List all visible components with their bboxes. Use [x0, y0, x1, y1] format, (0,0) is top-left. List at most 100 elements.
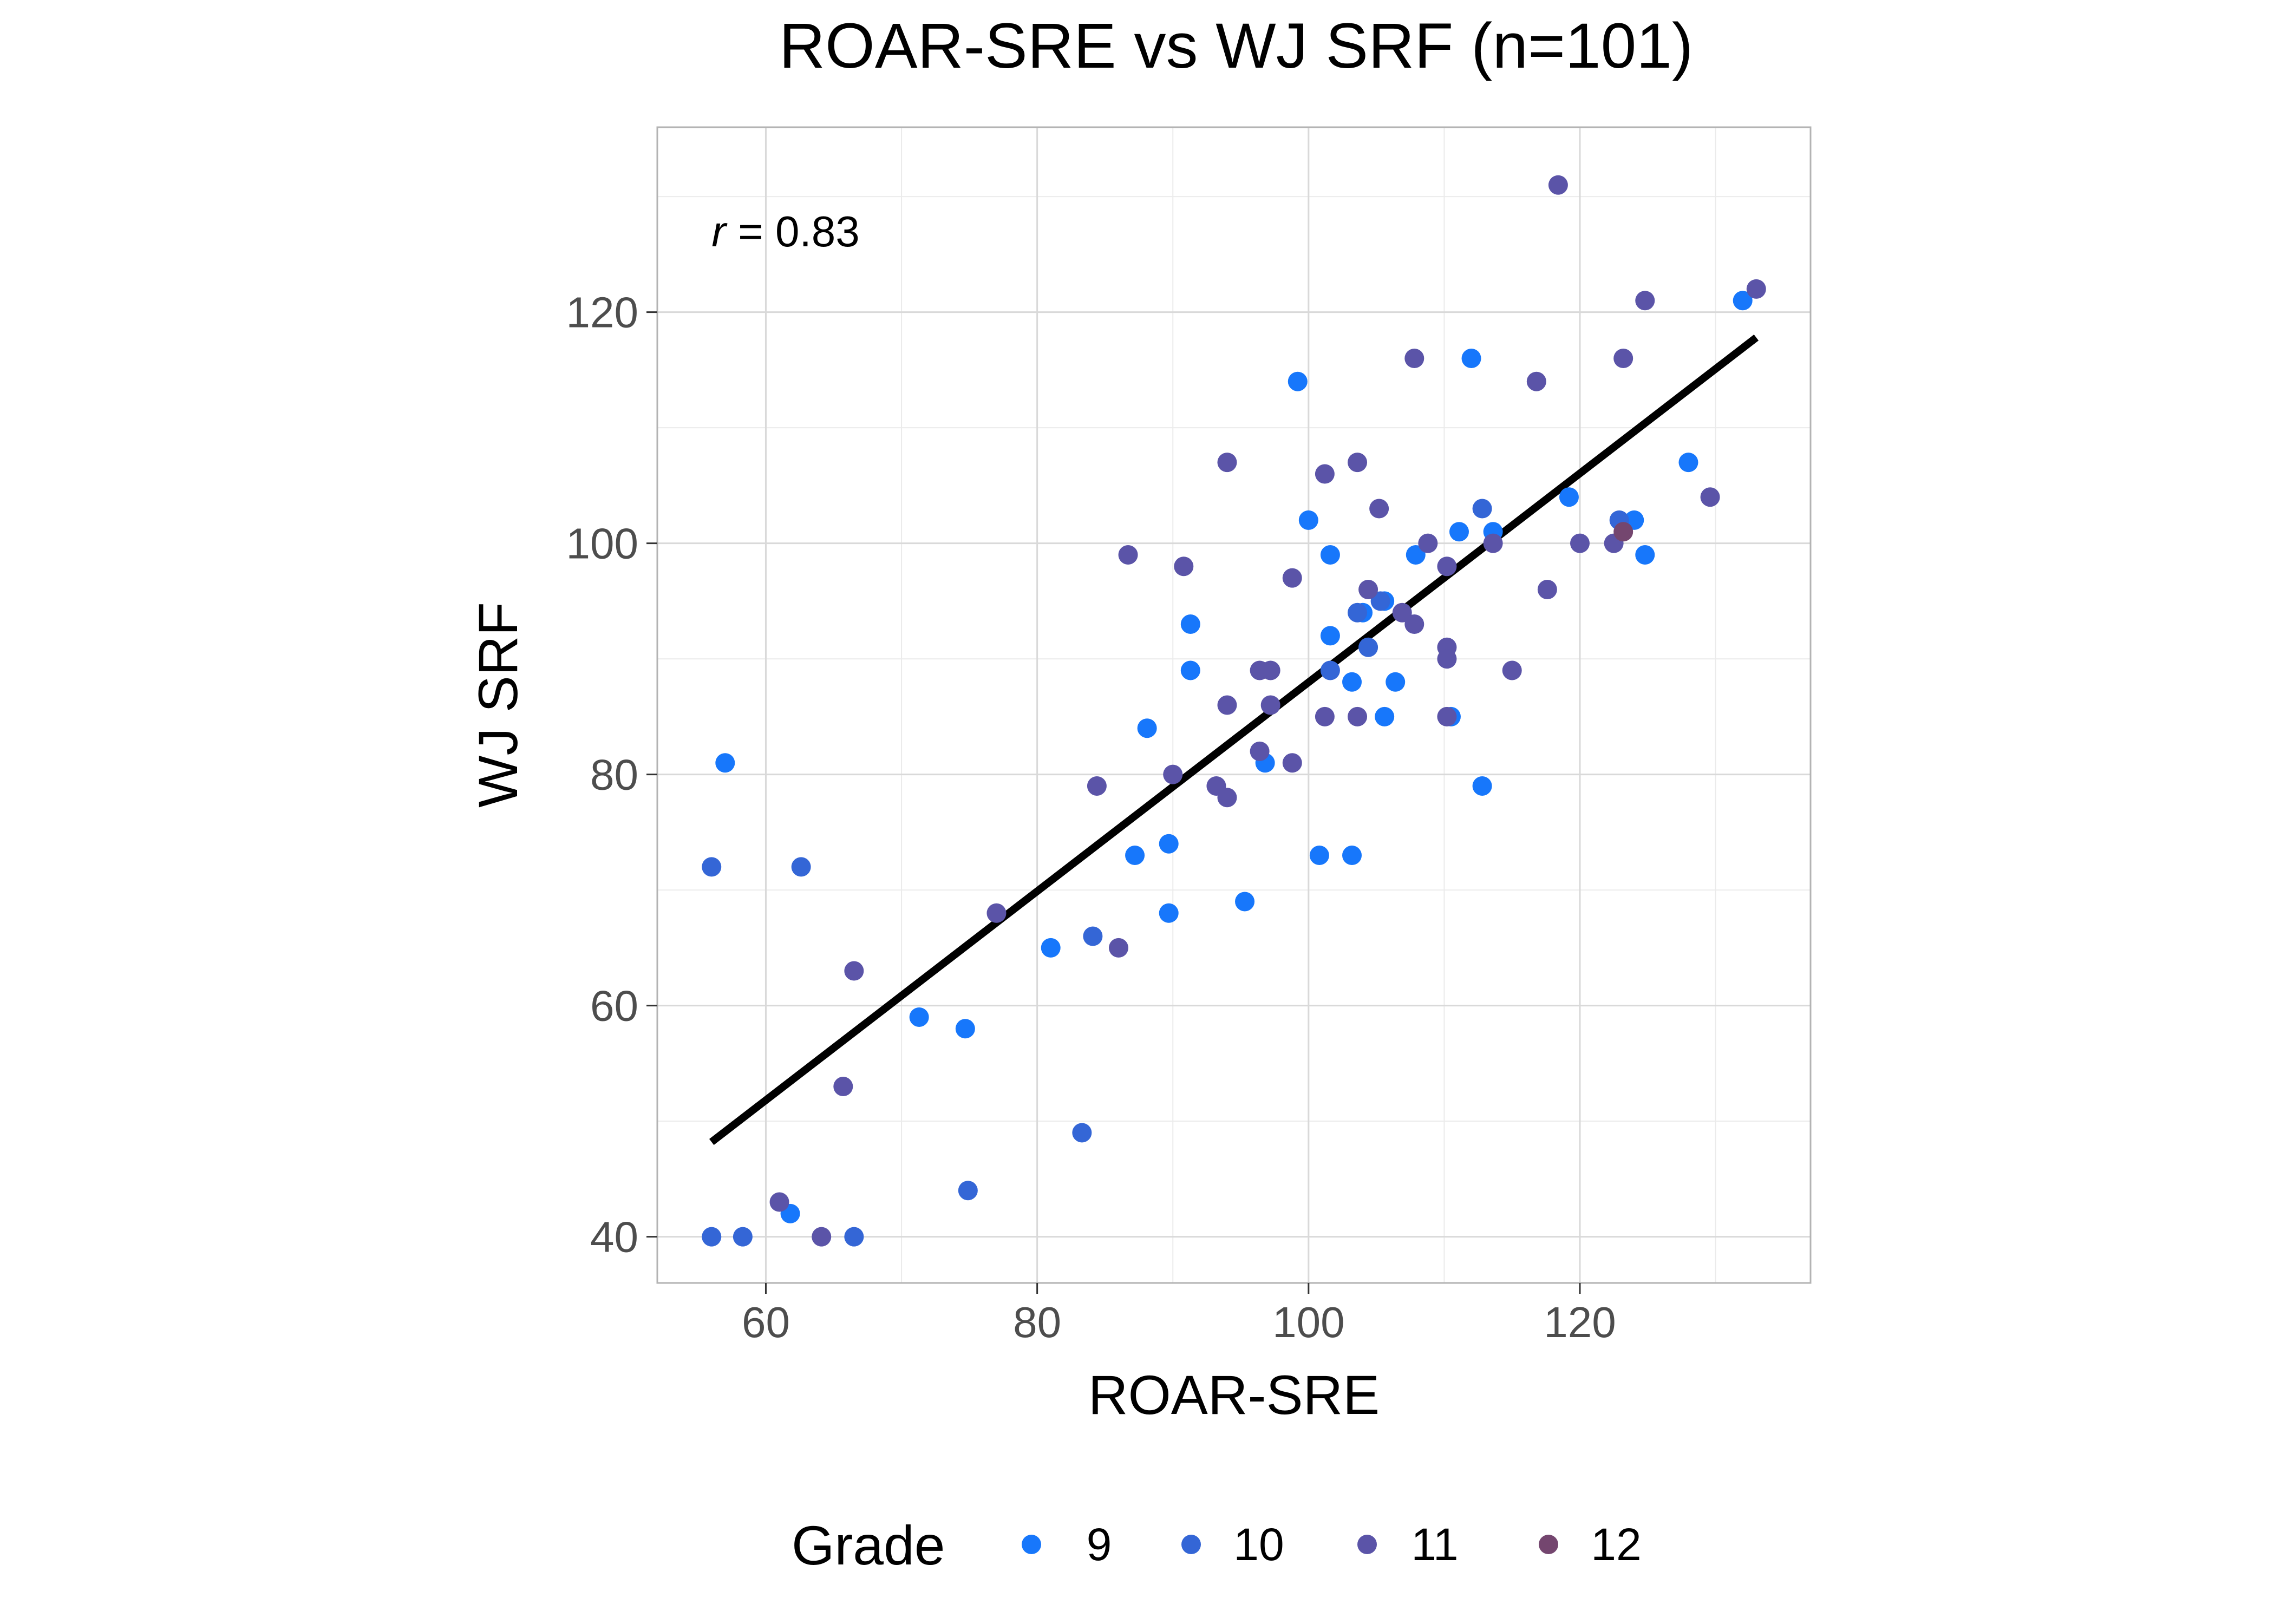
legend-item-grade-9: 9: [1022, 1519, 1112, 1570]
y-tick-label: 80: [590, 751, 638, 799]
legend-swatch: [1181, 1535, 1201, 1554]
data-point-grade-11: [812, 1227, 832, 1247]
data-point-grade-9: [955, 1019, 975, 1039]
legend-label: 12: [1591, 1519, 1641, 1570]
data-points: [702, 175, 1766, 1247]
regression-line: [709, 335, 1759, 1145]
data-point-grade-11: [1404, 349, 1424, 368]
x-tick-label: 60: [742, 1298, 790, 1346]
data-point-grade-9: [1288, 371, 1308, 391]
legend-title: Grade: [792, 1515, 945, 1576]
data-point-grade-11: [1163, 764, 1183, 784]
data-point-grade-10: [702, 1227, 722, 1247]
data-point-grade-9: [1449, 522, 1469, 542]
data-point-grade-9: [1159, 903, 1179, 923]
data-point-grade-11: [1217, 788, 1237, 808]
legend-item-grade-10: 10: [1181, 1519, 1284, 1570]
data-point-grade-9: [1461, 349, 1481, 368]
data-point-grade-11: [1348, 453, 1368, 473]
data-point-grade-11: [1217, 695, 1237, 715]
data-point-grade-9: [909, 1007, 929, 1027]
data-point-grade-11: [1548, 175, 1568, 195]
data-point-grade-9: [1298, 510, 1318, 530]
legend-label: 11: [1411, 1519, 1458, 1570]
legend-swatch: [1357, 1535, 1377, 1554]
data-point-grade-11: [1087, 776, 1107, 796]
data-point-grade-10: [702, 857, 722, 877]
data-point-grade-11: [1315, 706, 1335, 726]
x-axis-ticks: 60 80 100 120: [742, 1283, 1616, 1346]
x-axis-label: ROAR-SRE: [1088, 1364, 1380, 1426]
data-point-grade-11: [1700, 487, 1720, 507]
legend-item-grade-12: 12: [1539, 1519, 1642, 1570]
data-point-grade-10: [1358, 637, 1378, 657]
data-point-grade-11: [1348, 706, 1368, 726]
data-point-grade-9: [1180, 660, 1200, 680]
data-point-grade-11: [1358, 580, 1378, 599]
data-point-grade-11: [1260, 695, 1280, 715]
data-point-grade-11: [1250, 741, 1270, 761]
data-point-grade-9: [1342, 846, 1362, 866]
data-point-grade-11: [833, 1077, 853, 1097]
legend-swatch: [1022, 1535, 1041, 1554]
data-point-grade-11: [769, 1192, 789, 1212]
data-point-grade-10: [1472, 499, 1492, 519]
data-point-grade-9: [1559, 487, 1579, 507]
data-point-grade-9: [1235, 892, 1255, 912]
y-axis-ticks: 40 60 80 100 120: [566, 289, 657, 1261]
data-point-grade-11: [1404, 614, 1424, 634]
legend-label: 10: [1233, 1519, 1284, 1570]
data-point-grade-10: [844, 1227, 864, 1247]
y-tick-label: 120: [566, 289, 638, 337]
data-point-grade-11: [1260, 660, 1280, 680]
data-point-grade-11: [1537, 580, 1557, 599]
data-point-grade-10: [1072, 1123, 1092, 1143]
legend-label: 9: [1087, 1519, 1112, 1570]
data-point-grade-11: [1118, 545, 1138, 565]
data-point-grade-11: [1174, 556, 1194, 577]
data-point-grade-10: [733, 1227, 753, 1247]
data-point-grade-10: [1370, 591, 1390, 611]
data-point-grade-9: [1375, 706, 1395, 726]
chart-title: ROAR-SRE vs WJ SRF (n=101): [779, 10, 1693, 82]
legend-item-grade-11: 11: [1357, 1519, 1459, 1570]
data-point-grade-9: [1635, 545, 1655, 565]
correlation-annotation: r = 0.83: [711, 207, 860, 256]
data-point-grade-9: [1472, 776, 1492, 796]
data-point-grade-9: [1406, 545, 1426, 565]
correlation-symbol: r: [711, 207, 728, 256]
data-point-grade-10: [791, 857, 811, 877]
data-point-grade-9: [1733, 291, 1753, 311]
data-point-grade-11: [844, 961, 864, 981]
legend-swatch: [1539, 1535, 1558, 1554]
data-point-grade-10: [1348, 603, 1368, 623]
data-point-grade-11: [1502, 660, 1522, 680]
data-point-grade-11: [1437, 649, 1457, 669]
data-point-grade-11: [1437, 706, 1457, 726]
data-point-grade-11: [1369, 499, 1389, 519]
legend-items: 9 10 11 12: [1022, 1519, 1642, 1570]
data-point-grade-9: [1386, 672, 1406, 692]
data-point-grade-11: [1109, 938, 1128, 958]
data-point-grade-11: [1392, 603, 1412, 623]
data-point-grade-9: [1678, 453, 1698, 473]
regression-line-path: [709, 335, 1759, 1145]
x-tick-label: 100: [1272, 1298, 1344, 1346]
data-point-grade-9: [1320, 626, 1340, 646]
data-point-grade-9: [1309, 846, 1329, 866]
data-point-grade-11: [1315, 464, 1335, 484]
data-point-grade-10: [1083, 926, 1103, 946]
y-tick-label: 60: [590, 982, 638, 1030]
data-point-grade-9: [1041, 938, 1061, 958]
y-tick-label: 40: [590, 1213, 638, 1261]
y-tick-label: 100: [566, 520, 638, 568]
data-point-grade-9: [1159, 834, 1179, 854]
data-point-grade-9: [715, 753, 735, 773]
minor-gridlines: [657, 127, 1811, 1283]
data-point-grade-9: [1137, 718, 1157, 738]
data-point-grade-11: [1635, 291, 1655, 311]
plot-panel-border: [656, 126, 1812, 1284]
data-point-grade-11: [1570, 533, 1590, 553]
data-point-grade-11: [1282, 753, 1302, 773]
